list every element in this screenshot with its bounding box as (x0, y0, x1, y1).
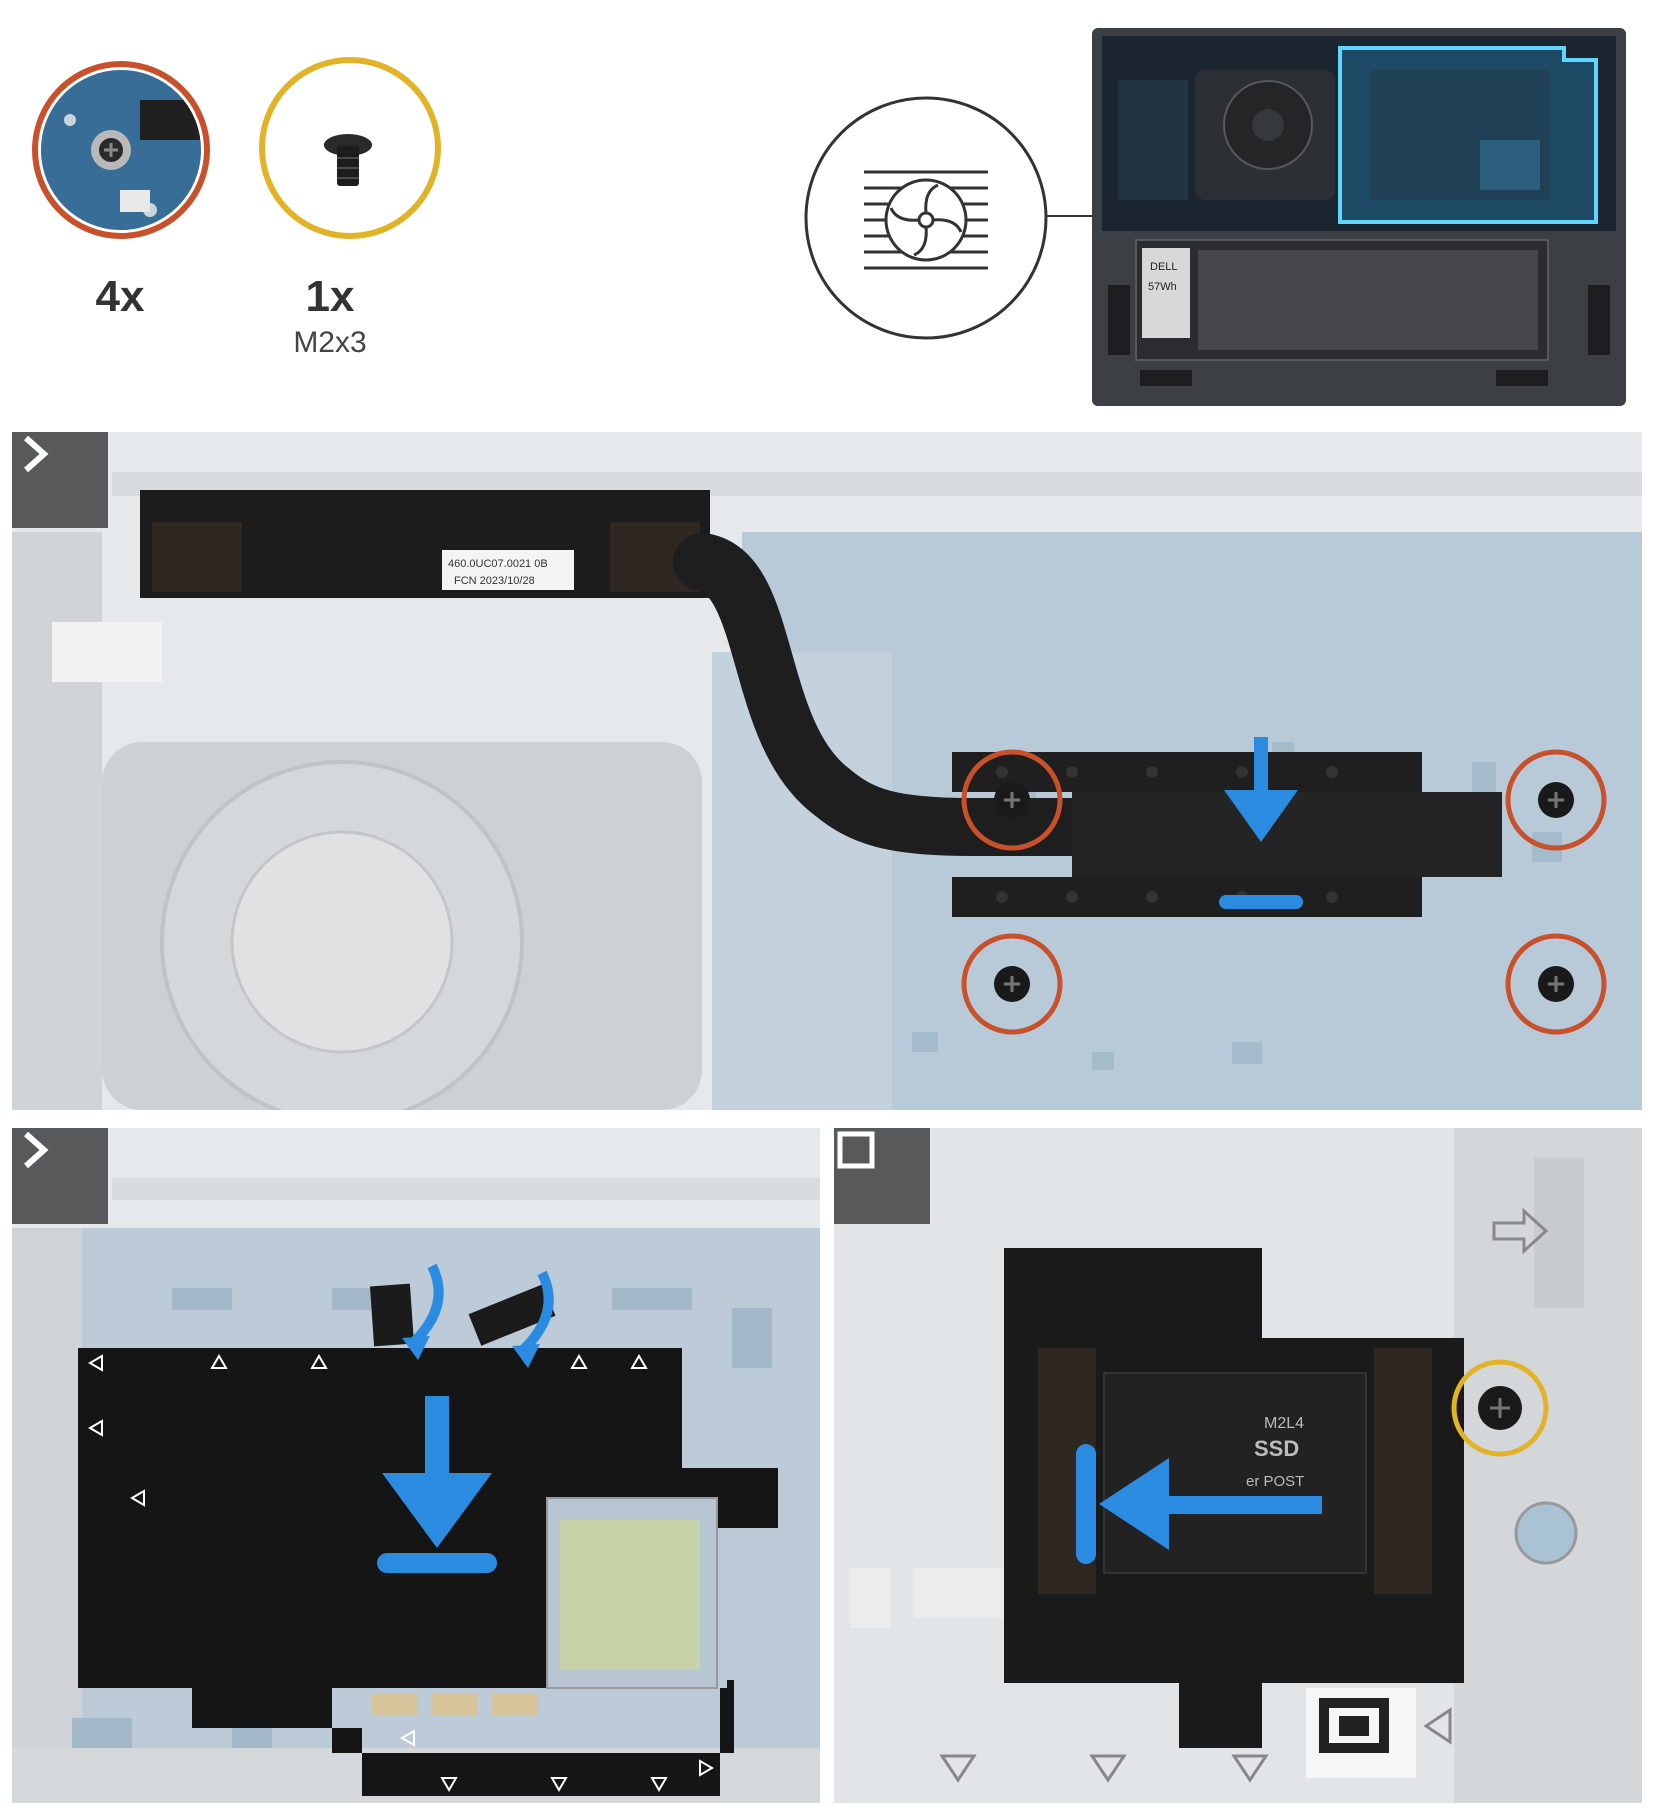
chevron-right-icon (24, 1131, 49, 1169)
square-stop-icon (837, 1131, 875, 1169)
step1-badge (12, 432, 108, 528)
screw-callout-gold (1451, 1359, 1549, 1457)
step3-badge (834, 1128, 930, 1224)
screw-callout-bottom-right (1505, 933, 1607, 1035)
overview-illustration: DELL 57Wh (804, 28, 1626, 406)
screw-callout-top-right (1505, 749, 1607, 851)
place-down-arrow (377, 1396, 497, 1573)
screw-callout-bottom-left (961, 933, 1063, 1035)
heatsink-upper-bracket (952, 752, 1422, 792)
step2-badge (12, 1128, 108, 1224)
heatsink-label-line1: 460.0UC07.0021 0B (448, 558, 548, 570)
press-arrow-left (408, 1263, 444, 1348)
screw-count-4x: 4x (95, 272, 145, 321)
heat-pipe (673, 533, 1381, 856)
press-arrow-right (518, 1270, 554, 1355)
overview: DELL 57Wh (780, 0, 1653, 410)
shield-text-post: er POST (1246, 1473, 1304, 1490)
heatsink-label (442, 550, 574, 590)
step2-panel (12, 1128, 820, 1803)
board-closeup-image (41, 70, 201, 230)
step1-illustration: 460.0UC07.0021 0B FCN 2023/10/28 (12, 432, 1642, 1110)
slide-in-arrow (1076, 1444, 1322, 1564)
step3-panel: M2L4 SSD er POST (834, 1128, 1642, 1803)
heatsink-lower-bracket (952, 877, 1422, 917)
step3-illustration: M2L4 SSD er POST (834, 1128, 1642, 1803)
screw-size-label: M2x3 (293, 326, 367, 359)
screw-count-1x: 1x (305, 272, 355, 321)
adhesive-tape-right (468, 1284, 556, 1346)
fan-heatsink-icon (864, 170, 988, 270)
adhesive-tape-left (369, 1283, 415, 1347)
place-down-arrow (1219, 737, 1303, 909)
screw-callout-top-left (961, 749, 1063, 851)
brand-label: DELL (1150, 261, 1178, 273)
battery-capacity-label: 57Wh (1148, 281, 1177, 293)
legend: 4x 1x M2x3 (0, 0, 700, 380)
shield-text-ssd: SSD (1254, 1436, 1299, 1461)
chevron-right-icon (24, 435, 49, 473)
heatsink-label-line2: FCN 2023/10/28 (454, 575, 535, 587)
thermal-pad-right (1374, 1348, 1432, 1594)
shield-text-m2l4: M2L4 (1264, 1415, 1304, 1432)
screw-icon (324, 134, 372, 186)
heatsink-cold-plate (1072, 792, 1502, 877)
legend-callouts (32, 57, 441, 239)
step1-panel: 460.0UC07.0021 0B FCN 2023/10/28 (12, 432, 1642, 1110)
step2-illustration (12, 1128, 820, 1803)
